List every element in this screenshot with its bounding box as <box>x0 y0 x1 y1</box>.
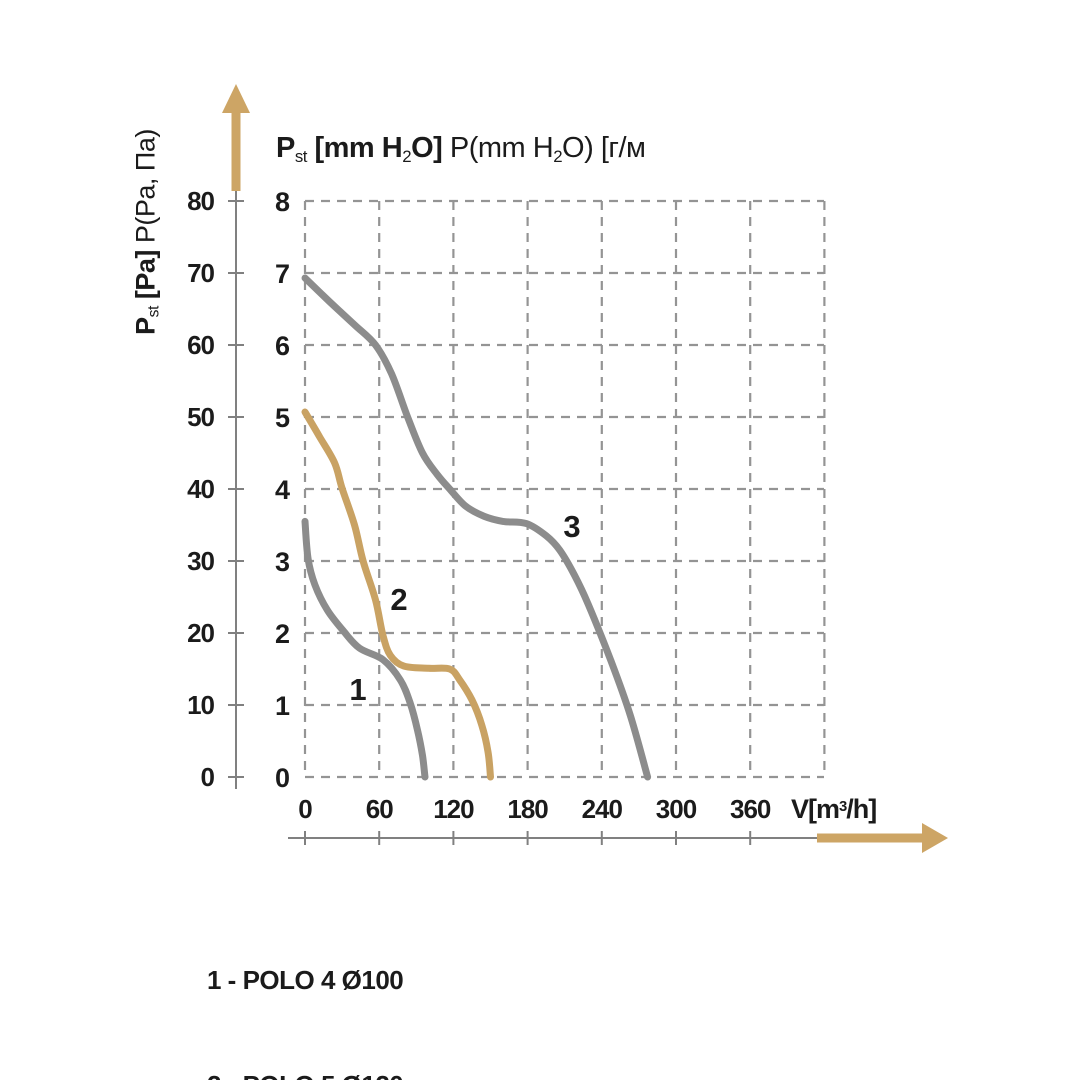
pa-tick-label: 0 <box>201 762 215 792</box>
mm-tick-label: 3 <box>275 547 290 577</box>
title-sub-2: 2 <box>402 146 412 166</box>
x-tick-label: 60 <box>366 794 393 824</box>
mm-tick-label: 6 <box>275 331 290 361</box>
mm-tick-label: 2 <box>275 619 289 649</box>
x-tick-label: 240 <box>582 794 623 824</box>
legend: 1 - POLO 4 Ø100 2 - POLO 5 Ø120 3 - POLO… <box>207 893 404 1080</box>
mm-tick-label: 7 <box>275 259 289 289</box>
axes <box>228 185 820 845</box>
curve-number-label: 2 <box>390 582 407 617</box>
title-regular-a: P(mm H <box>449 132 554 164</box>
mm-tick-label: 0 <box>275 763 289 793</box>
x-axis-arrow-shaft <box>817 833 924 843</box>
ylabel-bracket: [Pa] <box>130 243 161 307</box>
title-regular-sub-2: 2 <box>553 146 563 166</box>
curves <box>301 274 652 781</box>
x-tick-label: 300 <box>656 794 697 824</box>
x-axis-unit-label: V[m3/h] <box>791 794 877 825</box>
curve-2 <box>301 408 494 781</box>
ylabel-p: P <box>130 317 161 335</box>
curve-number-label: 3 <box>563 509 580 544</box>
title-bracket-b: O] <box>411 132 450 164</box>
pa-tick-label: 30 <box>187 546 214 576</box>
pa-tick-label: 60 <box>187 330 214 360</box>
xunit-sup: 3 <box>839 798 847 815</box>
pa-tick-label: 10 <box>187 690 214 720</box>
curve-number-label: 1 <box>349 672 366 707</box>
pa-tick-label: 50 <box>187 402 214 432</box>
y-axis-arrow-shaft <box>231 109 241 191</box>
x-tick-label: 120 <box>433 794 474 824</box>
curve-3 <box>301 274 652 781</box>
mm-tick-label: 1 <box>275 691 290 721</box>
x-tick-label: 0 <box>298 794 312 824</box>
axis-arrows <box>222 84 948 853</box>
chart-title: Pst [mm H2O] P(mm H2O) [г/м <box>276 132 646 166</box>
title-sub-st: st <box>294 146 308 166</box>
ylabel-sub-st: st <box>145 306 163 318</box>
title-regular-b: O) [г/м <box>562 132 646 164</box>
title-bracket-a: [mm H <box>306 132 403 164</box>
x-axis-arrow-head <box>922 823 948 853</box>
mm-tick-label: 5 <box>275 403 290 433</box>
y-axis-label: Pst [Pa] P(Pa, Па) <box>130 129 163 335</box>
ylabel-regular: P(Pa, Па) <box>130 129 161 244</box>
title-p: P <box>276 132 295 164</box>
pa-tick-label: 70 <box>187 258 214 288</box>
curve-1 <box>301 517 429 781</box>
grid-lines <box>303 199 826 779</box>
x-tick-label: 180 <box>507 794 548 824</box>
xunit-pre: V[m <box>791 794 840 824</box>
legend-item: 1 - POLO 4 Ø100 <box>207 965 404 995</box>
pa-tick-label: 40 <box>187 474 214 504</box>
pa-tick-label: 20 <box>187 618 214 648</box>
mm-tick-label: 4 <box>275 475 290 505</box>
legend-item: 2 - POLO 5 Ø120 <box>207 1068 404 1080</box>
y-axis-arrow-head <box>222 84 250 113</box>
x-tick-label: 360 <box>730 794 771 824</box>
xunit-post: /h] <box>846 794 877 824</box>
pa-tick-label: 80 <box>187 186 214 216</box>
mm-tick-label: 8 <box>275 187 290 217</box>
